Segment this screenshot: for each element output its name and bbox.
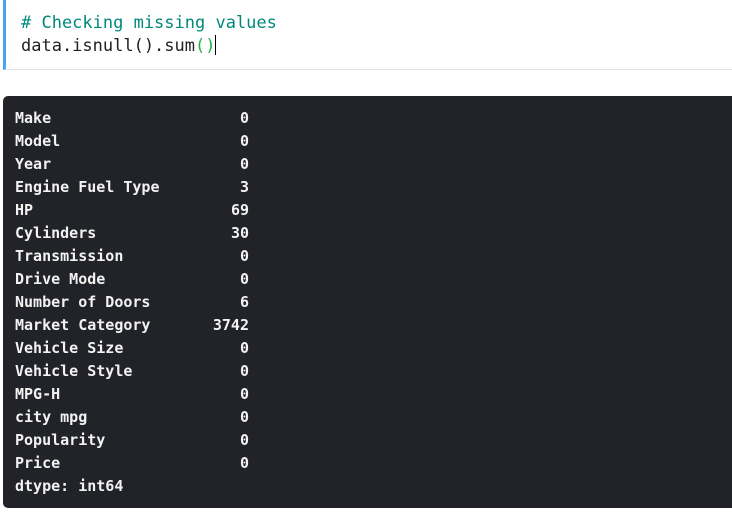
row-label: Vehicle Style — [15, 362, 133, 380]
code-editor[interactable]: # Checking missing values data.isnull().… — [21, 12, 277, 58]
row-value: 0 — [239, 454, 249, 472]
code-comment: # Checking missing values — [21, 13, 277, 33]
row-value: 0 — [239, 132, 249, 150]
text-cursor — [215, 35, 217, 55]
row-value: 69 — [230, 201, 249, 219]
row-label: Vehicle Size — [15, 339, 124, 357]
output-row: Number of Doors 6 — [15, 291, 249, 314]
row-label: Year — [15, 155, 52, 173]
output-row: Model 0 — [15, 130, 249, 153]
row-label: Number of Doors — [15, 293, 151, 311]
row-label: Price — [15, 454, 61, 472]
row-label: Engine Fuel Type — [15, 178, 160, 196]
code-cell[interactable]: # Checking missing values data.isnull().… — [3, 0, 732, 70]
row-value: 0 — [239, 109, 249, 127]
output-row: Engine Fuel Type 3 — [15, 176, 249, 199]
row-value: 0 — [239, 408, 249, 426]
code-parens: () — [195, 36, 216, 56]
output-row: Year 0 — [15, 153, 249, 176]
row-label: Cylinders — [15, 224, 97, 242]
row-value: 30 — [230, 224, 249, 242]
row-label: HP — [15, 201, 34, 219]
row-value: 0 — [239, 431, 249, 449]
output-row: Vehicle Size 0 — [15, 337, 249, 360]
row-value: 0 — [239, 270, 249, 288]
output-row: MPG-H 0 — [15, 383, 249, 406]
output-row: Make 0 — [15, 107, 249, 130]
row-value: 0 — [239, 247, 249, 265]
output-row: city mpg 0 — [15, 406, 249, 429]
output-row: HP 69 — [15, 199, 249, 222]
row-value: 3 — [239, 178, 249, 196]
output-row: Popularity 0 — [15, 429, 249, 452]
row-label: Transmission — [15, 247, 124, 265]
output-series: Make 0 Model 0 Year 0 Engine Fuel Type 3 HP 69 Cyl… — [15, 107, 249, 498]
output-row: Transmission 0 — [15, 245, 249, 268]
row-value: 6 — [239, 293, 249, 311]
output-area: Make 0 Model 0 Year 0 Engine Fuel Type 3 HP 69 Cyl… — [3, 96, 732, 508]
row-value: 0 — [239, 155, 249, 173]
code-line: data.isnull().sum — [21, 36, 195, 56]
row-value: 0 — [239, 339, 249, 357]
row-label: city mpg — [15, 408, 88, 426]
row-label: Popularity — [15, 431, 106, 449]
row-label: Model — [15, 132, 61, 150]
dtype-line: dtype: int64 — [15, 477, 124, 495]
output-row: Vehicle Style 0 — [15, 360, 249, 383]
output-row: Cylinders 30 — [15, 222, 249, 245]
output-row: Market Category 3742 — [15, 314, 249, 337]
output-row: Drive Mode 0 — [15, 268, 249, 291]
row-value: 0 — [239, 362, 249, 380]
output-row: Price 0 — [15, 452, 249, 475]
row-label: Make — [15, 109, 52, 127]
row-value: 0 — [239, 385, 249, 403]
row-label: MPG-H — [15, 385, 61, 403]
row-label: Drive Mode — [15, 270, 106, 288]
row-value: 3742 — [212, 316, 249, 334]
row-label: Market Category — [15, 316, 151, 334]
